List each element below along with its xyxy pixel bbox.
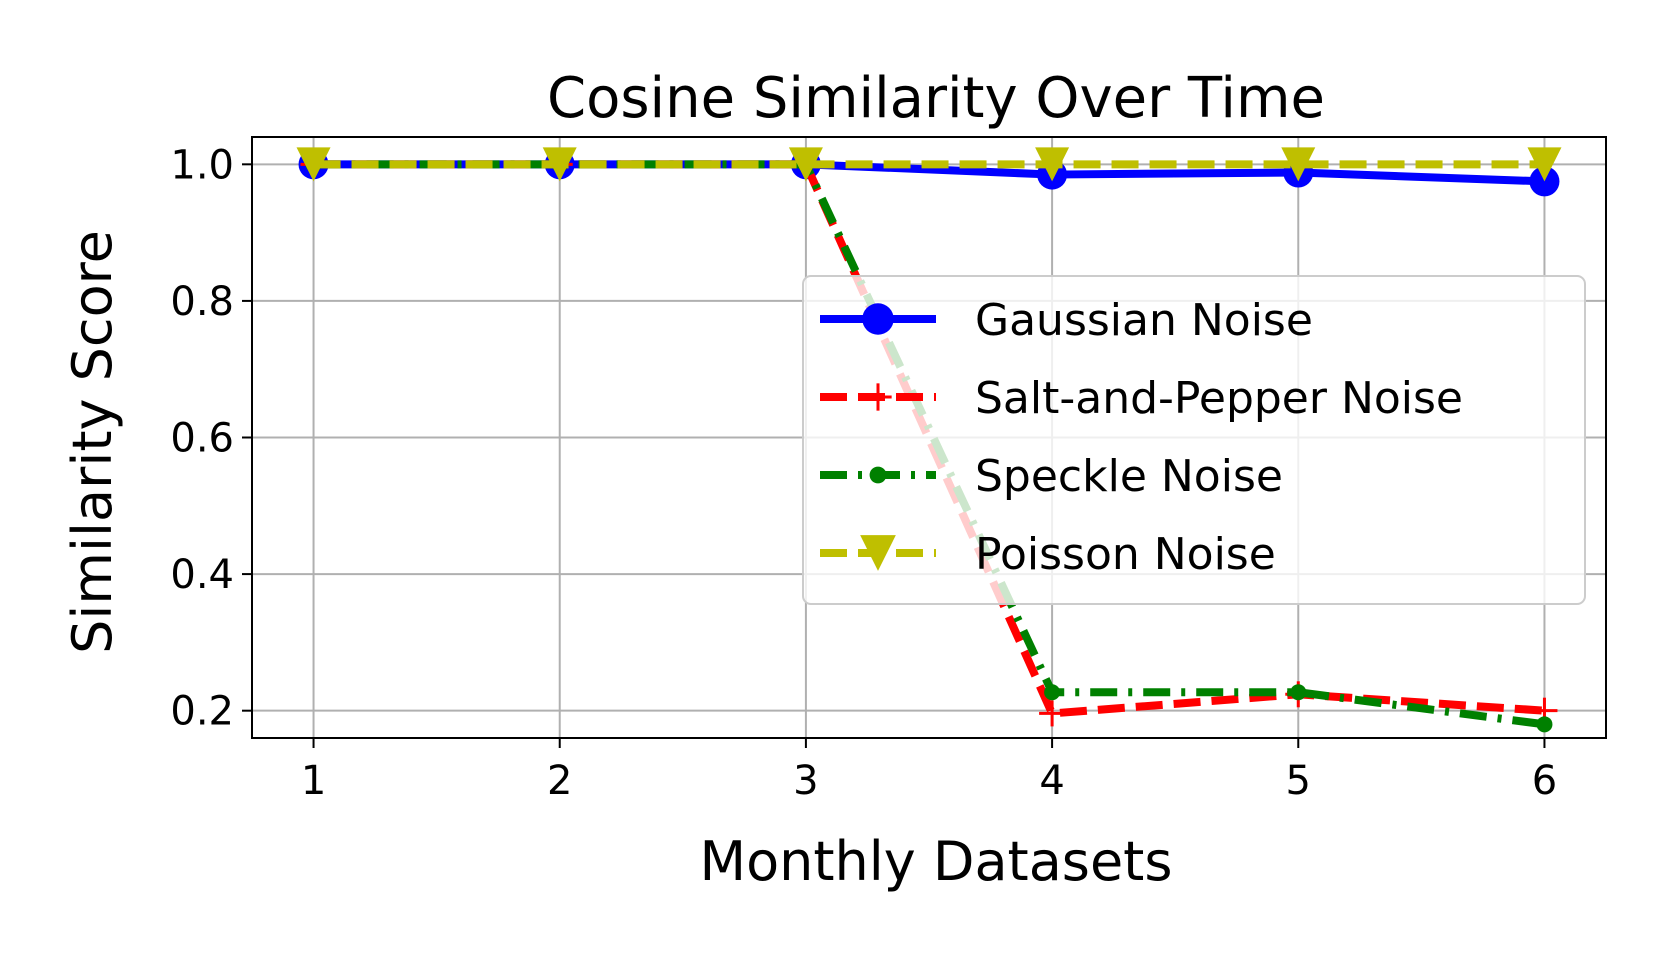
legend-entry: Speckle Noise: [820, 451, 1283, 502]
legend-marker: [864, 383, 892, 411]
legend: Gaussian Noise Salt-and-Pepper Noise Speck…: [802, 275, 1586, 605]
legend-box: [802, 275, 1586, 605]
data-point: [1044, 684, 1061, 701]
legend-marker: [862, 303, 894, 335]
data-point: [1290, 684, 1307, 701]
data-point: [788, 147, 823, 182]
legend-entry: Gaussian Noise: [820, 295, 1313, 346]
x-tick-label: 1: [301, 758, 326, 804]
data-point: [1281, 147, 1316, 182]
data-point: [1039, 700, 1066, 727]
y-tick-label: 0.4: [170, 552, 234, 598]
legend-marker: [869, 466, 887, 484]
axis-ticks: 1 2 3 4 5 6 0.2 0.4 0.6 0.8 1.0: [170, 142, 1557, 804]
x-axis-label: Monthly Datasets: [700, 830, 1173, 893]
x-tick-label: 5: [1286, 758, 1311, 804]
legend-entry: Salt-and-Pepper Noise: [820, 373, 1463, 424]
legend-label: Speckle Noise: [975, 451, 1283, 502]
x-tick-label: 2: [547, 758, 572, 804]
x-tick-label: 4: [1039, 758, 1064, 804]
series-gaussian-noise: [298, 149, 1560, 197]
data-point: [296, 147, 331, 182]
legend-label: Gaussian Noise: [975, 295, 1313, 346]
legend-label: Salt-and-Pepper Noise: [975, 373, 1463, 424]
y-tick-label: 1.0: [170, 142, 234, 188]
x-tick-label: 6: [1532, 758, 1557, 804]
x-tick-label: 3: [793, 758, 818, 804]
legend-marker: [860, 535, 896, 571]
data-point: [1536, 716, 1553, 733]
data-point: [1035, 147, 1070, 182]
y-axis-label: Similarity Score: [61, 230, 124, 654]
legend-label: Poisson Noise: [975, 529, 1276, 580]
y-tick-label: 0.8: [170, 279, 234, 325]
data-point: [542, 147, 577, 182]
data-point: [1529, 166, 1560, 197]
chart-title: Cosine Similarity Over Time: [547, 66, 1325, 131]
legend-entry: Poisson Noise: [820, 529, 1276, 580]
y-tick-label: 0.2: [170, 689, 234, 735]
data-point: [1527, 147, 1562, 182]
y-tick-label: 0.6: [170, 416, 234, 462]
series-poisson-noise: [296, 147, 1562, 182]
